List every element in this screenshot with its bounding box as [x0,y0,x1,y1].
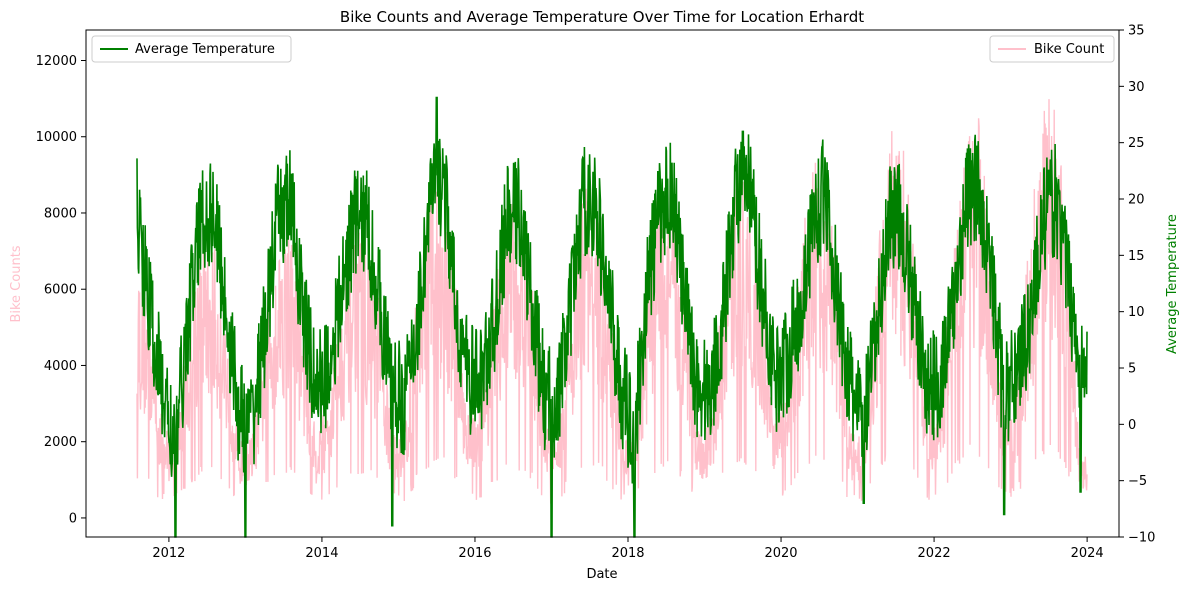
y-right-tick-label: −10 [1128,531,1155,546]
legend-temperature-label: Average Temperature [135,42,275,57]
bike-count-series [136,99,1088,504]
bike-count-line [136,99,1088,504]
x-axis: 2012 2014 2016 2018 2020 2022 2024 [152,537,1104,561]
y-right-tick-label: 25 [1128,136,1145,151]
chart-title: Bike Counts and Average Temperature Over… [340,8,864,26]
y-left-tick-label: 2000 [44,435,77,450]
y-left-tick-label: 8000 [44,206,77,221]
legend-temperature-box [91,35,292,63]
x-tick-label: 2018 [611,546,644,561]
y-right-tick-label: 10 [1128,305,1145,320]
y-axis-right-title: Average Temperature [1165,214,1180,354]
legend-bike: Bike Count [989,35,1115,63]
plot-area-frame [85,29,1120,538]
y-right-tick-label: 15 [1128,249,1145,264]
y-right-tick-label: 30 [1128,80,1145,95]
y-right-tick-label: 35 [1128,24,1145,39]
legend-bike-label: Bike Count [1034,42,1104,57]
x-tick-label: 2024 [1071,546,1104,561]
x-tick-label: 2014 [305,546,338,561]
y-axis-left-title: Bike Counts [9,245,24,322]
x-axis-title: Date [586,567,617,582]
y-left-tick-label: 12000 [36,54,77,69]
y-left-tick-label: 4000 [44,359,77,374]
legend-bike-box [989,35,1115,63]
temperature-series [136,96,1088,538]
legend-temperature: Average Temperature [91,35,292,63]
y-left-tick-label: 10000 [36,130,77,145]
x-tick-label: 2022 [918,546,951,561]
x-tick-label: 2020 [764,546,797,561]
y-right-tick-label: 0 [1128,418,1136,433]
x-tick-label: 2012 [152,546,185,561]
x-tick-label: 2016 [458,546,491,561]
y-axis-right: −10 −5 0 5 10 15 20 25 30 35 [1119,24,1155,546]
y-left-tick-label: 6000 [44,283,77,298]
y-right-tick-label: 5 [1128,362,1136,377]
y-left-tick-label: 0 [69,511,77,526]
temperature-line [136,96,1088,538]
y-right-tick-label: −5 [1128,474,1147,489]
y-right-tick-label: 20 [1128,193,1145,208]
y-axis-left: 0 2000 4000 6000 8000 10000 12000 [36,54,86,526]
